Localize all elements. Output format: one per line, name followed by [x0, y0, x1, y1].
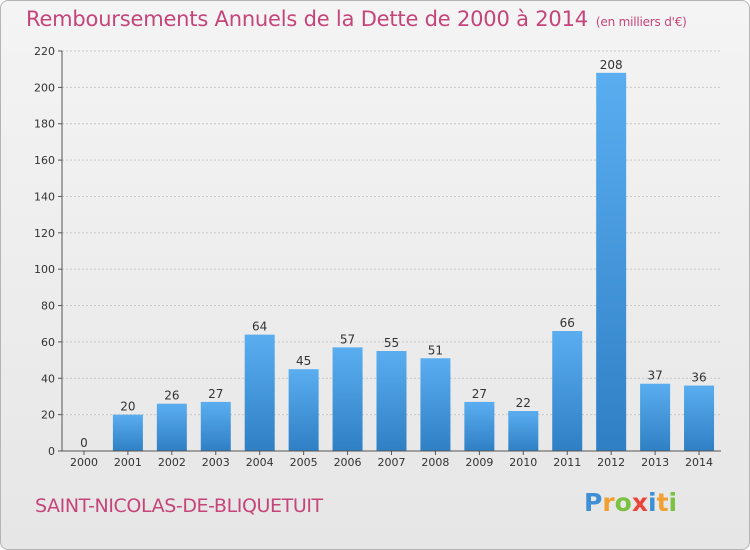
x-tick-label: 2006 [334, 456, 362, 469]
x-tick-label: 2004 [246, 456, 274, 469]
x-tick-label: 2005 [290, 456, 318, 469]
bar [640, 383, 671, 451]
y-tick-label: 40 [41, 372, 55, 385]
bar [156, 403, 187, 451]
data-label: 36 [691, 371, 706, 385]
x-tick-label: 2007 [378, 456, 406, 469]
y-tick-label: 140 [34, 190, 55, 203]
bar [200, 401, 231, 451]
bar [376, 351, 407, 451]
bar [288, 369, 319, 451]
x-tick-label: 2001 [114, 456, 142, 469]
y-tick-label: 100 [34, 263, 55, 276]
y-tick-label: 200 [34, 81, 55, 94]
x-tick-label: 2013 [641, 456, 669, 469]
data-label: 0 [80, 436, 88, 450]
chart-subtitle: (en milliers d'€) [595, 15, 687, 29]
y-tick-label: 80 [41, 300, 55, 313]
data-label: 22 [516, 396, 531, 410]
y-tick-label: 0 [48, 445, 55, 458]
data-label: 51 [428, 343, 443, 357]
data-label: 208 [600, 58, 623, 72]
data-label: 64 [252, 320, 267, 334]
x-tick-label: 2014 [685, 456, 713, 469]
bar [552, 331, 583, 451]
data-label: 57 [340, 332, 355, 346]
chart-title: Remboursements Annuels de la Dette de 20… [26, 7, 687, 31]
x-tick-label: 2012 [597, 456, 625, 469]
data-label: 66 [560, 316, 575, 330]
commune-name: SAINT-NICOLAS-DE-BLIQUETUIT [35, 495, 323, 517]
bar [332, 347, 363, 451]
x-tick-label: 2002 [158, 456, 186, 469]
y-tick-label: 180 [34, 118, 55, 131]
y-tick-label: 160 [34, 154, 55, 167]
bar [596, 72, 627, 452]
data-label: 55 [384, 336, 399, 350]
bar [420, 358, 451, 451]
bar [508, 411, 539, 451]
bar [684, 385, 715, 451]
data-label: 20 [120, 400, 135, 414]
data-label: 37 [647, 369, 662, 383]
title-text: Remboursements Annuels de la Dette de 20… [26, 7, 588, 31]
bar [244, 334, 275, 451]
y-tick-label: 60 [41, 336, 55, 349]
x-tick-label: 2009 [465, 456, 493, 469]
x-tick-label: 2008 [421, 456, 449, 469]
data-label: 27 [208, 387, 223, 401]
bar [112, 414, 143, 451]
y-tick-label: 120 [34, 227, 55, 240]
y-tick-label: 220 [34, 45, 55, 58]
data-label: 45 [296, 354, 311, 368]
x-tick-label: 2010 [509, 456, 537, 469]
y-tick-label: 20 [41, 409, 55, 422]
x-tick-label: 2003 [202, 456, 230, 469]
x-tick-label: 2000 [70, 456, 98, 469]
x-tick-label: 2011 [553, 456, 581, 469]
data-label: 26 [164, 389, 179, 403]
proxiti-logo: Proxiti [584, 488, 678, 517]
bar [464, 401, 495, 451]
data-label: 27 [472, 387, 487, 401]
